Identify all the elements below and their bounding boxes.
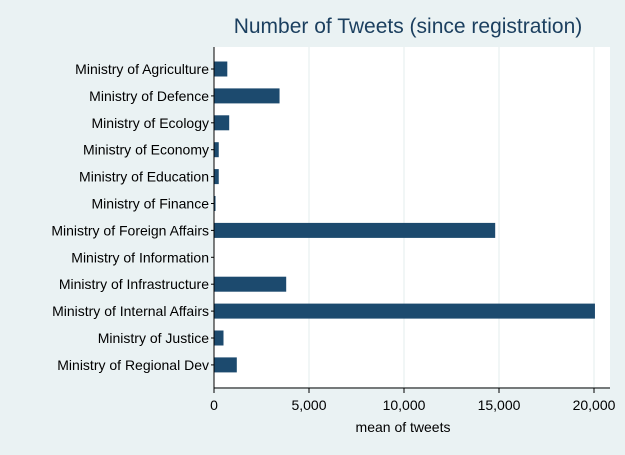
x-tick-label-4: 20,000 xyxy=(573,397,616,413)
x-tick-label-1: 5,000 xyxy=(291,397,326,413)
x-tick-label-3: 15,000 xyxy=(478,397,521,413)
category-label-5: Ministry of Finance xyxy=(92,196,210,212)
category-label-6: Ministry of Foreign Affairs xyxy=(51,222,209,238)
bar-4 xyxy=(214,169,219,185)
category-label-8: Ministry of Infrastructure xyxy=(59,276,209,292)
category-label-1: Ministry of Defence xyxy=(89,88,209,104)
category-label-7: Ministry of Information xyxy=(71,249,209,265)
category-label-0: Ministry of Agriculture xyxy=(75,61,209,77)
category-label-3: Ministry of Economy xyxy=(83,142,209,158)
bar-8 xyxy=(214,276,287,292)
category-labels: Ministry of Agriculture Ministry of Defen… xyxy=(51,61,214,373)
bar-5 xyxy=(214,196,216,211)
category-label-10: Ministry of Justice xyxy=(98,330,209,346)
x-tick-label-2: 10,000 xyxy=(383,397,426,413)
bar-9 xyxy=(214,303,595,319)
x-ticks: 0 5,000 10,000 15,000 20,000 xyxy=(210,388,616,413)
plot-area xyxy=(214,47,610,387)
bar-2 xyxy=(214,115,230,131)
bar-10 xyxy=(214,330,224,346)
gridlines xyxy=(308,47,595,388)
bars xyxy=(214,61,595,373)
chart-title: Number of Tweets (since registration) xyxy=(234,15,583,38)
category-label-2: Ministry of Ecology xyxy=(92,115,209,131)
category-label-9: Ministry of Internal Affairs xyxy=(52,303,209,319)
bar-1 xyxy=(214,88,280,104)
x-tick-label-0: 0 xyxy=(210,397,218,413)
bar-0 xyxy=(214,61,228,77)
category-label-4: Ministry of Education xyxy=(79,169,209,185)
bar-3 xyxy=(214,142,219,158)
bar-11 xyxy=(214,357,237,373)
bar-6 xyxy=(214,222,496,238)
category-label-11: Ministry of Regional Dev xyxy=(57,357,209,373)
x-axis-label: mean of tweets xyxy=(356,419,451,435)
